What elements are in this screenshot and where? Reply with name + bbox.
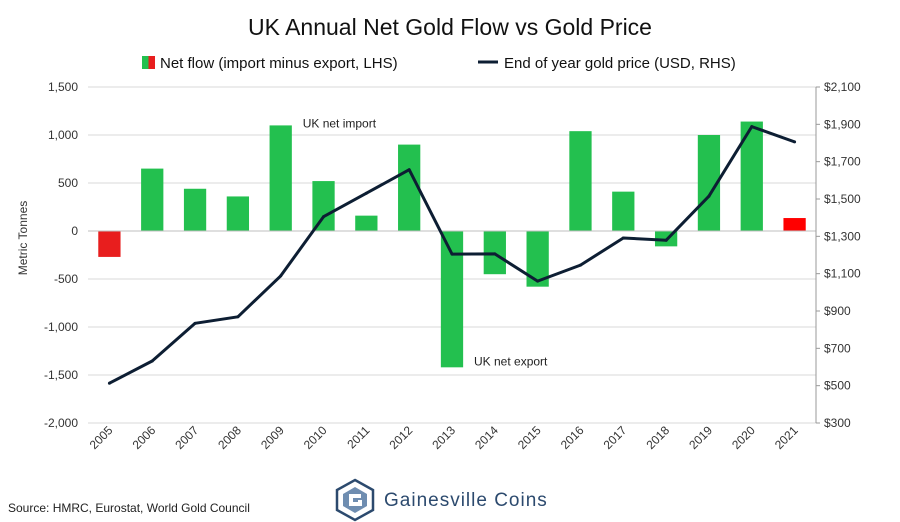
x-tick-label-2008: 2008 — [215, 423, 244, 452]
brand-name: Gainesville Coins — [384, 490, 548, 511]
left-axis-label: Metric Tonnes — [16, 201, 30, 275]
bar-2010 — [312, 181, 335, 231]
right-axis-ticks: $2,100 $1,900 $1,700 $1,500 $1,300 $1,100 $900… — [816, 80, 861, 430]
price-point-2009 — [279, 274, 283, 278]
right-tick-label: $900 — [824, 304, 851, 318]
x-tick-label-2006: 2006 — [130, 423, 159, 452]
brand-logo: Gainesville Coins — [335, 478, 548, 522]
x-tick-label-2020: 2020 — [729, 423, 758, 452]
left-tick-label: -1,000 — [44, 320, 78, 334]
bar-2017 — [612, 191, 635, 231]
left-tick-label: 1,000 — [48, 128, 78, 142]
x-tick-label-2007: 2007 — [172, 423, 201, 452]
price-point-2017 — [621, 236, 625, 240]
bar-2019 — [697, 135, 721, 231]
annotation-net-import: UK net import — [303, 116, 377, 130]
annotation-net-export: UK net export — [474, 354, 548, 368]
x-axis-ticks: 2005 2006 2007 2008 2009 2010 2011 2012 2013 2014… — [87, 423, 801, 452]
right-tick-label: $1,900 — [824, 117, 861, 131]
price-point-2015 — [536, 279, 540, 283]
x-tick-label-2019: 2019 — [686, 423, 715, 452]
legend-swatch-green — [142, 56, 149, 69]
bar-2016 — [569, 131, 592, 231]
right-tick-label: $2,100 — [824, 80, 861, 94]
legend-swatch-red — [148, 56, 155, 69]
price-point-2013 — [450, 252, 454, 256]
right-tick-label: $700 — [824, 341, 851, 355]
right-tick-label: $1,500 — [824, 192, 861, 206]
right-tick-label: $1,100 — [824, 267, 861, 281]
right-tick-label: $1,300 — [824, 229, 861, 243]
bar-2013 — [440, 231, 464, 368]
x-tick-label-2018: 2018 — [643, 423, 672, 452]
left-tick-label: -2,000 — [44, 416, 78, 430]
price-point-2018 — [664, 238, 668, 242]
bar-2007 — [183, 188, 207, 231]
x-tick-label-2005: 2005 — [87, 423, 116, 452]
x-tick-label-2015: 2015 — [515, 423, 544, 452]
bar-2006 — [141, 168, 164, 231]
x-tick-label-2013: 2013 — [429, 423, 458, 452]
price-point-2006 — [150, 359, 154, 363]
x-tick-label-2021: 2021 — [772, 423, 801, 452]
left-tick-label: -500 — [54, 272, 78, 286]
price-point-2020 — [750, 125, 754, 129]
price-point-2007 — [193, 321, 197, 325]
bar-2008 — [226, 196, 250, 231]
left-tick-label: 500 — [58, 176, 78, 190]
bar-2011 — [355, 215, 378, 231]
chart-title: UK Annual Net Gold Flow vs Gold Price — [248, 14, 652, 40]
price-point-2011 — [364, 191, 368, 195]
price-point-2008 — [236, 315, 240, 319]
x-tick-label-2009: 2009 — [258, 423, 287, 452]
x-tick-label-2011: 2011 — [344, 423, 372, 451]
right-tick-label: $300 — [824, 416, 851, 430]
bar-2009 — [269, 125, 292, 231]
bar-2005 — [98, 231, 121, 257]
left-tick-label: -1,500 — [44, 368, 78, 382]
gainesville-logo-icon — [335, 478, 375, 522]
bar-series — [98, 121, 806, 368]
x-tick-label-2012: 2012 — [387, 423, 416, 452]
right-tick-label: $1,700 — [824, 155, 861, 169]
left-tick-label: 0 — [71, 224, 78, 238]
price-point-2005 — [107, 381, 111, 385]
legend: Net flow (import minus export, LHS) End … — [142, 55, 736, 72]
bar-2012 — [398, 144, 421, 231]
x-tick-label-2010: 2010 — [301, 423, 330, 452]
bar-2020 — [740, 121, 763, 231]
legend-bar-label: Net flow (import minus export, LHS) — [160, 55, 398, 72]
bar-2021 — [783, 218, 806, 231]
bar-2015 — [526, 231, 549, 287]
price-point-2019 — [707, 194, 711, 198]
source-note: Source: HMRC, Eurostat, World Gold Counc… — [8, 501, 250, 515]
price-point-2016 — [578, 263, 582, 267]
x-tick-label-2014: 2014 — [472, 423, 501, 452]
x-tick-label-2017: 2017 — [601, 423, 630, 452]
x-tick-label-2016: 2016 — [558, 423, 587, 452]
left-tick-label: 1,500 — [48, 80, 78, 94]
left-axis-ticks: 1,500 1,000 500 0 -500 -1,000 -1,500 -2,000 — [44, 80, 78, 430]
price-point-2010 — [322, 215, 326, 219]
price-point-2012 — [407, 168, 411, 172]
legend-line-label: End of year gold price (USD, RHS) — [504, 55, 736, 72]
price-point-2021 — [793, 140, 797, 144]
price-line-series — [107, 125, 797, 385]
price-point-2014 — [493, 252, 497, 256]
right-tick-label: $500 — [824, 379, 851, 393]
